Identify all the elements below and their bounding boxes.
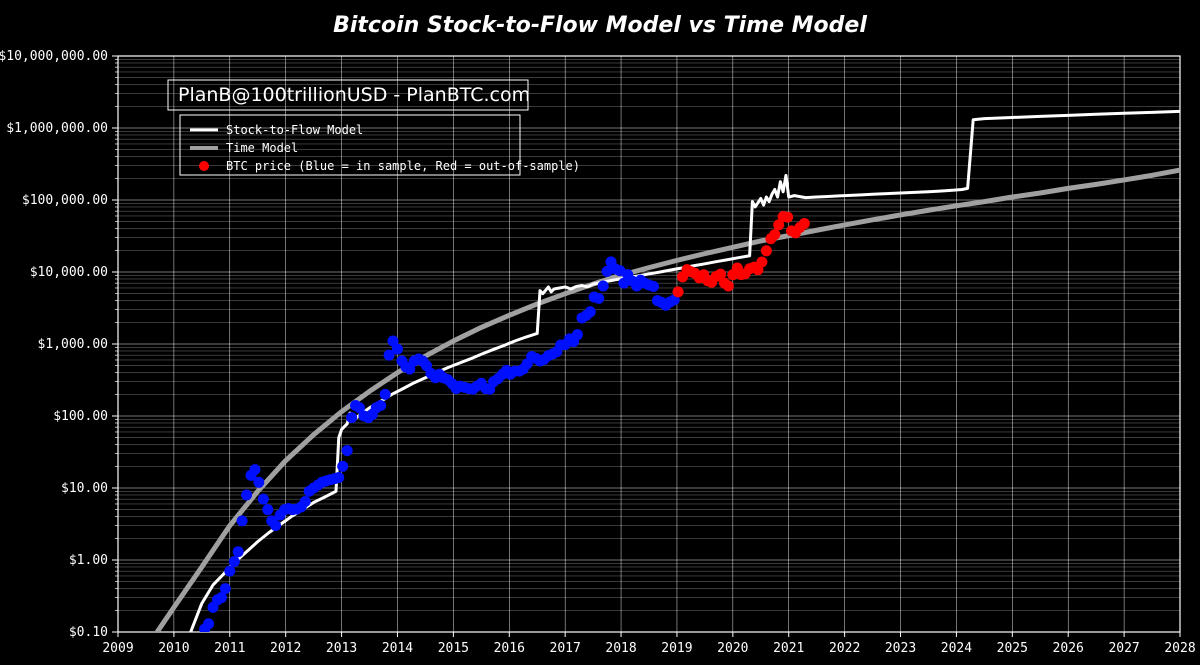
svg-text:$10.00: $10.00 <box>61 481 108 496</box>
svg-text:2010: 2010 <box>158 641 189 656</box>
svg-text:$10,000.00: $10,000.00 <box>30 265 108 280</box>
btc-point-blue <box>375 400 386 411</box>
btc-point-blue <box>249 464 260 475</box>
svg-text:2016: 2016 <box>494 641 525 656</box>
legend-item-label: Stock-to-Flow Model <box>226 123 363 137</box>
btc-point-blue <box>593 293 604 304</box>
btc-point-blue <box>648 281 659 292</box>
btc-point-blue <box>300 496 311 507</box>
svg-text:2014: 2014 <box>382 641 413 656</box>
svg-text:$1,000.00: $1,000.00 <box>38 337 108 352</box>
btc-point-blue <box>346 412 357 423</box>
btc-point-blue <box>224 566 235 577</box>
btc-point-blue <box>241 489 252 500</box>
s2f-chart: 2009 2010 2011 2012 2013 2014 2015 2016 2017 2018… <box>0 0 1200 665</box>
svg-text:2013: 2013 <box>326 641 357 656</box>
svg-text:$1,000,000.00: $1,000,000.00 <box>6 121 108 136</box>
svg-text:$100,000.00: $100,000.00 <box>22 193 108 208</box>
legend-item-label: BTC price (Blue = in sample, Red = out-o… <box>226 159 580 173</box>
svg-text:2025: 2025 <box>997 641 1028 656</box>
svg-text:2009: 2009 <box>102 641 133 656</box>
svg-text:2012: 2012 <box>270 641 301 656</box>
svg-text:2027: 2027 <box>1108 641 1139 656</box>
btc-point-red <box>761 245 772 256</box>
svg-text:2018: 2018 <box>605 641 636 656</box>
btc-point-blue <box>333 472 344 483</box>
btc-point-red <box>756 257 767 268</box>
btc-point-red <box>673 286 684 297</box>
legend-item-label: Time Model <box>226 141 298 155</box>
btc-point-blue <box>262 504 273 515</box>
btc-point-red <box>723 280 734 291</box>
btc-point-blue <box>258 494 269 505</box>
btc-point-blue <box>598 280 609 291</box>
svg-text:2017: 2017 <box>550 641 581 656</box>
svg-text:2026: 2026 <box>1053 641 1084 656</box>
chart-title: Bitcoin Stock-to-Flow Model vs Time Mode… <box>333 13 867 38</box>
btc-point-blue <box>380 389 391 400</box>
btc-point-red <box>799 218 810 229</box>
btc-point-blue <box>229 556 240 567</box>
svg-text:2024: 2024 <box>941 641 972 656</box>
svg-text:$0.10: $0.10 <box>69 625 108 640</box>
svg-text:2022: 2022 <box>829 641 860 656</box>
btc-point-blue <box>220 583 231 594</box>
svg-text:2020: 2020 <box>717 641 748 656</box>
svg-text:$100.00: $100.00 <box>53 409 108 424</box>
svg-text:$1.00: $1.00 <box>69 553 108 568</box>
btc-point-red <box>782 212 793 223</box>
svg-text:2011: 2011 <box>214 641 245 656</box>
btc-point-blue <box>342 445 353 456</box>
svg-text:2023: 2023 <box>885 641 916 656</box>
btc-point-blue <box>203 618 214 629</box>
svg-text:2019: 2019 <box>661 641 692 656</box>
btc-point-blue <box>233 546 244 557</box>
btc-point-blue <box>585 306 596 317</box>
author-label: PlanB@100trillionUSD - PlanBTC.com <box>178 84 530 106</box>
btc-point-blue <box>253 477 264 488</box>
svg-text:2021: 2021 <box>773 641 804 656</box>
btc-point-blue <box>392 344 403 355</box>
btc-point-blue <box>337 461 348 472</box>
svg-text:2015: 2015 <box>438 641 469 656</box>
svg-text:$10,000,000.00: $10,000,000.00 <box>0 49 108 64</box>
btc-point-blue <box>237 515 248 526</box>
btc-point-blue <box>572 329 583 340</box>
svg-text:2028: 2028 <box>1164 641 1195 656</box>
btc-point-red <box>769 229 780 240</box>
btc-point-blue <box>270 520 281 531</box>
